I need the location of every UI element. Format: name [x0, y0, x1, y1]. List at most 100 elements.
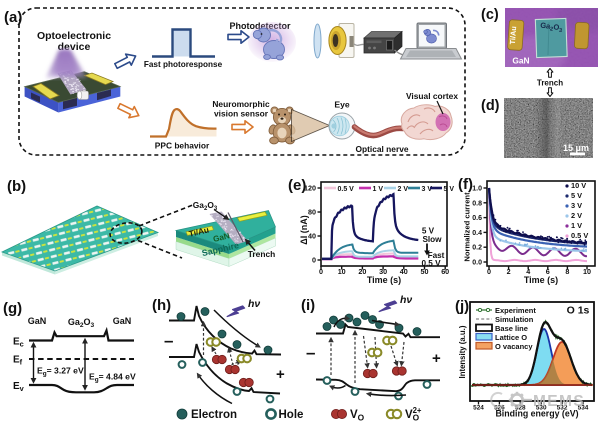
svg-text:2: 2: [507, 267, 511, 276]
svg-text:(f): (f): [458, 176, 473, 193]
svg-text:Trench: Trench: [537, 79, 563, 88]
svg-text:0: 0: [312, 256, 316, 265]
svg-text:Ec: Ec: [13, 337, 24, 349]
svg-text:Ga2O3: Ga2O3: [68, 317, 95, 329]
svg-text:Visual cortex: Visual cortex: [406, 91, 458, 101]
svg-text:GaN: GaN: [28, 316, 47, 326]
svg-text:Optoelectronic: Optoelectronic: [37, 30, 111, 42]
svg-text:10: 10: [583, 267, 591, 276]
svg-text:Intensity (a.u.): Intensity (a.u.): [458, 325, 467, 378]
svg-text:Binding energy (eV): Binding energy (eV): [495, 409, 578, 419]
svg-text:0.5 V: 0.5 V: [421, 259, 441, 268]
svg-text:5 V: 5 V: [571, 191, 582, 200]
svg-text:GaN: GaN: [512, 56, 529, 66]
svg-text:15 μm: 15 μm: [563, 143, 589, 153]
svg-text:Ef: Ef: [13, 355, 23, 367]
svg-text:+: +: [276, 366, 285, 383]
svg-text:40: 40: [400, 267, 408, 276]
svg-text:Trench: Trench: [248, 249, 275, 259]
svg-text:5 V: 5 V: [444, 186, 455, 193]
svg-text:vision sensor: vision sensor: [214, 109, 269, 119]
svg-text:O vacancy: O vacancy: [495, 342, 533, 351]
svg-text:PPC behavior: PPC behavior: [155, 141, 210, 151]
svg-text:Ev: Ev: [13, 381, 25, 393]
svg-text:4: 4: [526, 267, 530, 276]
svg-text:0.4: 0.4: [472, 230, 482, 237]
svg-text:Slow: Slow: [422, 235, 442, 244]
svg-text:Eg= 4.84 eV: Eg= 4.84 eV: [89, 372, 136, 384]
svg-text:10: 10: [338, 267, 346, 276]
svg-text:0.5 V: 0.5 V: [338, 186, 355, 193]
svg-text:Ti/Au: Ti/Au: [188, 225, 210, 238]
svg-text:(j): (j): [455, 298, 469, 315]
svg-text:Base line: Base line: [495, 324, 528, 333]
svg-text:(i): (i): [301, 297, 315, 314]
svg-text:3 V: 3 V: [571, 201, 582, 210]
svg-text:120: 120: [304, 184, 316, 193]
svg-text:(c): (c): [481, 7, 499, 23]
svg-text:O 1s: O 1s: [567, 305, 590, 317]
svg-text:40: 40: [308, 232, 316, 241]
svg-text:Optical nerve: Optical nerve: [355, 144, 408, 154]
svg-text:2 V: 2 V: [571, 211, 582, 220]
svg-text:VO: VO: [350, 409, 365, 422]
svg-text:–: –: [164, 331, 173, 350]
svg-text:534: 534: [578, 405, 589, 412]
svg-text:VO2+: VO2+: [405, 406, 422, 422]
svg-text:Eg= 3.27 eV: Eg= 3.27 eV: [37, 366, 84, 378]
svg-text:2 V: 2 V: [398, 186, 409, 193]
svg-text:Hole: Hole: [279, 409, 304, 421]
svg-text:530: 530: [536, 405, 547, 412]
svg-text:ΔI (nA): ΔI (nA): [299, 215, 309, 244]
svg-text:0.8: 0.8: [472, 200, 482, 207]
svg-text:(a): (a): [4, 9, 22, 26]
svg-text:MEMS: MEMS: [533, 393, 585, 410]
svg-text:1 V: 1 V: [373, 186, 384, 193]
svg-text:528: 528: [515, 405, 526, 412]
svg-text:Ti/Au: Ti/Au: [508, 25, 518, 44]
svg-text:–: –: [306, 343, 315, 362]
svg-text:Eye: Eye: [334, 100, 350, 110]
svg-text:1 V: 1 V: [571, 221, 582, 230]
svg-text:3 V: 3 V: [422, 186, 433, 193]
svg-text:0.6: 0.6: [472, 215, 482, 222]
svg-text:+: +: [432, 350, 441, 367]
svg-text:(e): (e): [288, 177, 306, 194]
svg-text:0.0: 0.0: [472, 260, 482, 267]
svg-text:30: 30: [379, 267, 387, 276]
svg-text:(g): (g): [3, 300, 22, 317]
svg-text:hν: hν: [248, 298, 260, 310]
svg-text:GaN: GaN: [113, 316, 132, 326]
svg-text:Ga2O3: Ga2O3: [193, 200, 218, 212]
svg-text:0: 0: [487, 267, 491, 276]
svg-text:526: 526: [494, 405, 505, 412]
svg-text:Electron: Electron: [191, 409, 237, 421]
svg-text:524: 524: [473, 405, 484, 412]
svg-text:(b): (b): [7, 178, 26, 195]
svg-text:20: 20: [358, 267, 366, 276]
svg-text:60: 60: [441, 267, 449, 276]
svg-text:Simulation: Simulation: [495, 315, 534, 324]
svg-text:Lattice O: Lattice O: [495, 333, 527, 342]
svg-text:(d): (d): [481, 98, 500, 114]
svg-text:GaN: GaN: [212, 231, 231, 244]
svg-text:50: 50: [421, 267, 429, 276]
svg-text:(h): (h): [152, 297, 171, 314]
svg-text:Time (s): Time (s): [367, 275, 401, 285]
svg-text:0.2: 0.2: [472, 245, 482, 252]
svg-text:5 V: 5 V: [422, 227, 435, 236]
svg-text:Experiment: Experiment: [495, 306, 536, 315]
svg-text:0: 0: [319, 267, 323, 276]
svg-text:Neuromorphic: Neuromorphic: [212, 99, 270, 109]
svg-text:80: 80: [308, 208, 316, 217]
svg-text:Normalized current: Normalized current: [463, 192, 472, 262]
svg-text:532: 532: [557, 405, 568, 412]
svg-text:hν: hν: [400, 294, 412, 306]
svg-text:0.5 V: 0.5 V: [571, 231, 588, 240]
svg-text:1.0: 1.0: [472, 186, 482, 193]
svg-text:8: 8: [565, 267, 569, 276]
svg-text:Fast: Fast: [428, 251, 445, 260]
svg-text:10 V: 10 V: [571, 181, 586, 190]
svg-text:6: 6: [546, 267, 550, 276]
svg-text:Fast photoresponse: Fast photoresponse: [144, 60, 223, 69]
